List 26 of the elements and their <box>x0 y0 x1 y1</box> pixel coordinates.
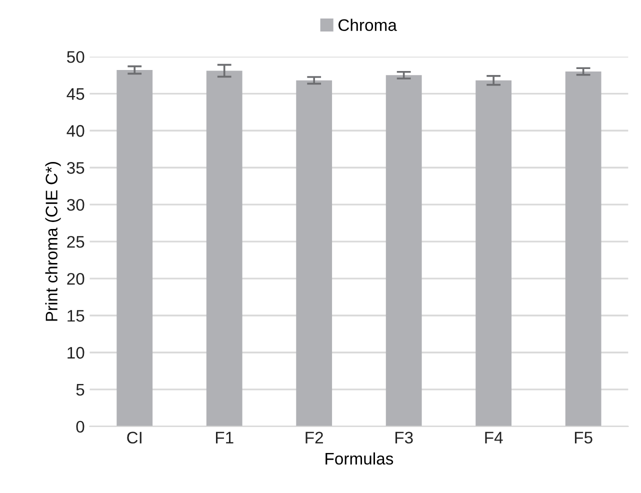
y-tick-label: 15 <box>68 310 84 322</box>
x-tick-label: F2 <box>306 432 323 444</box>
y-tick-label: 5 <box>76 384 84 396</box>
y-tick-label: 20 <box>67 272 84 285</box>
y-tick-label: 45 <box>66 88 84 100</box>
y-tick-label: 25 <box>67 236 84 248</box>
y-tick-label: 30 <box>66 198 84 211</box>
y-tick-label: 10 <box>68 346 84 359</box>
x-tick-label: CI <box>127 432 142 444</box>
y-tick-label: 0 <box>76 420 84 433</box>
y-axis-title: Print chroma (CIE C*) <box>45 162 61 321</box>
bar <box>206 70 242 426</box>
bar <box>116 70 153 426</box>
y-tick-label: 50 <box>67 51 84 63</box>
x-tick-label: F3 <box>395 432 413 444</box>
x-tick-label: F4 <box>485 432 503 444</box>
y-tick-label: 35 <box>66 162 84 174</box>
bar <box>386 75 422 426</box>
bar <box>296 80 332 426</box>
y-tick-label: 40 <box>66 125 84 137</box>
x-tick-label: F5 <box>574 432 592 444</box>
bar <box>476 80 512 426</box>
legend-label: Chroma <box>338 18 397 32</box>
bar <box>565 71 602 426</box>
x-axis-title: Formulas <box>326 452 394 465</box>
x-tick-label: F1 <box>216 432 234 444</box>
